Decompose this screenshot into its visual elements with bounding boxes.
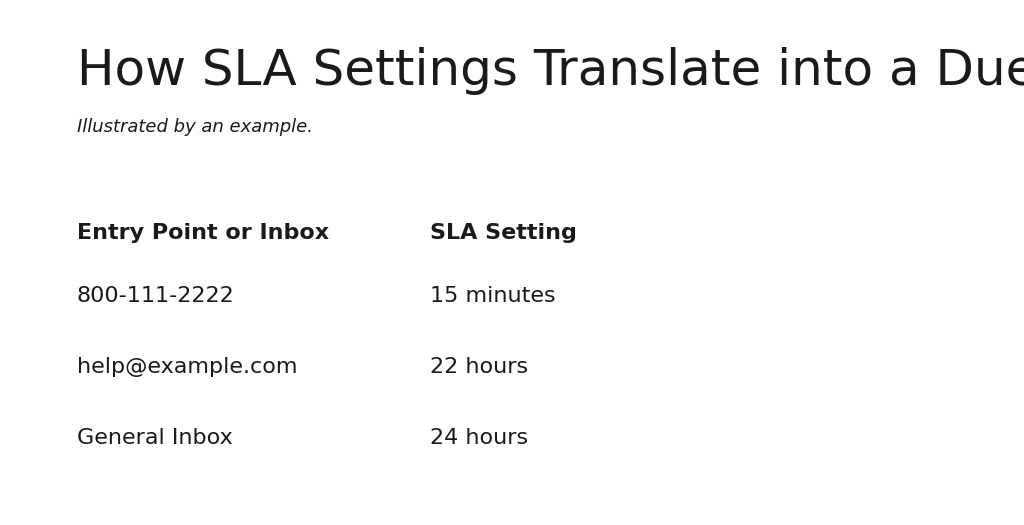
- Text: How SLA Settings Translate into a Due Date: How SLA Settings Translate into a Due Da…: [77, 47, 1024, 95]
- Text: SLA Setting: SLA Setting: [430, 223, 577, 243]
- Text: Entry Point or Inbox: Entry Point or Inbox: [77, 223, 329, 243]
- Text: 24 hours: 24 hours: [430, 428, 528, 448]
- Text: General Inbox: General Inbox: [77, 428, 232, 448]
- Text: 15 minutes: 15 minutes: [430, 286, 556, 306]
- Text: help@example.com: help@example.com: [77, 357, 297, 377]
- Text: 800-111-2222: 800-111-2222: [77, 286, 234, 306]
- Text: 22 hours: 22 hours: [430, 357, 528, 377]
- Text: Illustrated by an example.: Illustrated by an example.: [77, 118, 312, 136]
